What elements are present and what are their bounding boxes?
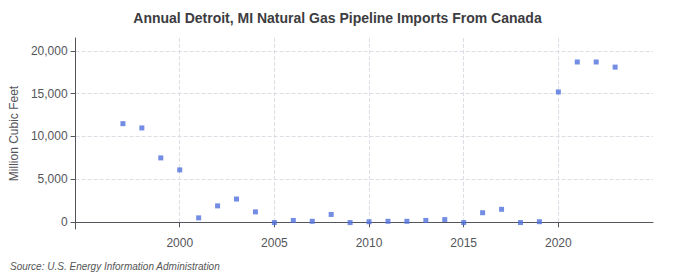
svg-text:2005: 2005 — [261, 236, 288, 250]
svg-text:Annual Detroit, MI Natural Gas: Annual Detroit, MI Natural Gas Pipeline … — [133, 10, 542, 26]
svg-text:10,000: 10,000 — [31, 129, 68, 143]
svg-text:2000: 2000 — [166, 236, 193, 250]
svg-text:20,000: 20,000 — [31, 44, 68, 58]
svg-text:2015: 2015 — [450, 236, 477, 250]
svg-text:Source: U.S. Energy Informatio: Source: U.S. Energy Information Administ… — [10, 261, 220, 272]
svg-text:0: 0 — [61, 215, 68, 229]
svg-text:2020: 2020 — [545, 236, 572, 250]
svg-text:Million Cubic Feet: Million Cubic Feet — [7, 85, 21, 181]
svg-text:2010: 2010 — [356, 236, 383, 250]
svg-text:15,000: 15,000 — [31, 87, 68, 101]
svg-text:5,000: 5,000 — [38, 172, 68, 186]
